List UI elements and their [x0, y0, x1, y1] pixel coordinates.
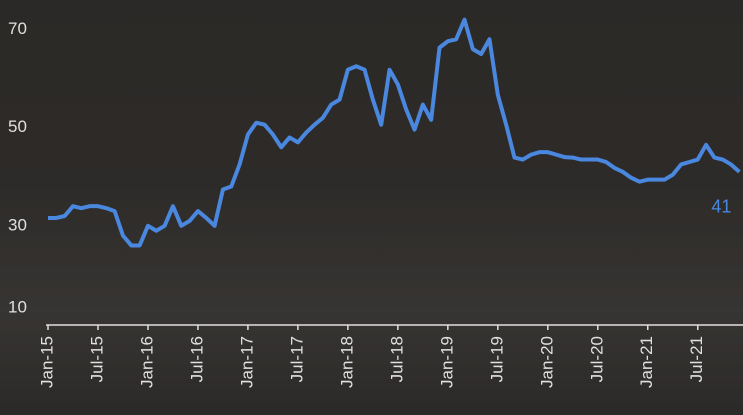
x-tick-label: Jan-21: [637, 336, 656, 388]
x-tick-label: Jul-21: [687, 336, 706, 382]
x-tick-label: Jan-20: [537, 336, 556, 388]
x-tick-label: Jan-15: [37, 336, 56, 388]
value-label: 41: [711, 197, 731, 217]
x-tick-label: Jul-16: [187, 336, 206, 382]
x-tick-label: Jul-17: [287, 336, 306, 382]
x-tick-label: Jul-19: [487, 336, 506, 382]
y-tick-label: 30: [8, 215, 27, 234]
x-tick-label: Jan-16: [137, 336, 156, 388]
x-tick-label: Jul-18: [387, 336, 406, 382]
x-tick-label: Jul-15: [87, 336, 106, 382]
y-tick-label: 70: [8, 19, 27, 38]
line: [48, 17, 741, 248]
y-tick-label: 50: [8, 117, 27, 136]
x-tick-label: Jan-17: [237, 336, 256, 388]
x-tick-label: Jan-18: [337, 336, 356, 388]
x-tick-label: Jan-19: [437, 336, 456, 388]
x-tick-label: Jul-20: [587, 336, 606, 382]
y-tick-label: 10: [8, 297, 27, 316]
